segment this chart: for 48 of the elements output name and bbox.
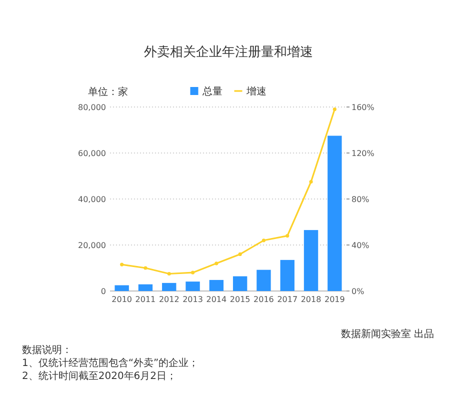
y-tick-label: 0 — [100, 286, 106, 296]
x-tick-label: 2017 — [277, 295, 298, 304]
text: 2、统计时间截至2020年6月2日； — [22, 370, 177, 382]
point — [262, 238, 266, 242]
point — [144, 266, 148, 270]
x-tick-label: 2012 — [158, 295, 180, 304]
x-tick-label: 2013 — [182, 295, 203, 304]
x-tick-label: 2011 — [135, 295, 156, 304]
point — [167, 272, 171, 276]
text: 数据说明： — [22, 344, 72, 356]
y2-tick-label: 0% — [352, 286, 365, 296]
bar — [256, 270, 271, 291]
legend-label: 总量 — [201, 86, 222, 98]
text: 数据新闻实验室 出品 — [340, 328, 434, 340]
legend-label: 增速 — [245, 86, 266, 98]
bar — [162, 282, 176, 291]
y2-tick-label: 80% — [352, 194, 370, 204]
chart-title: 外卖相关企业年注册量和增速 — [144, 45, 313, 60]
bar — [138, 284, 153, 291]
x-tick-label: 2014 — [206, 295, 227, 304]
point — [238, 252, 242, 256]
bar — [186, 282, 200, 291]
point — [214, 262, 218, 266]
y2-tick-label: 40% — [352, 240, 370, 250]
bar — [304, 230, 318, 291]
point — [120, 262, 124, 266]
text: 1、仅统计经营范围包含“外卖”的企业； — [22, 357, 199, 369]
y-axis-title: 单位：家 — [88, 86, 128, 98]
bar — [209, 280, 224, 291]
x-tick-label: 2019 — [324, 295, 345, 304]
x-tick-label: 2010 — [112, 295, 132, 304]
y2-tick-label: 120% — [352, 148, 375, 158]
bar — [114, 285, 129, 291]
y-tick-label: 60,000 — [78, 148, 106, 158]
x-tick-label: 2016 — [254, 295, 274, 304]
bar — [232, 276, 248, 291]
bar — [280, 260, 294, 291]
y-tick-label: 20,000 — [78, 240, 106, 250]
point — [190, 270, 195, 274]
y-tick-label: 80,000 — [78, 102, 106, 112]
y2-tick-label: 160% — [352, 102, 375, 112]
point — [332, 108, 336, 112]
y-tick-label: 40,000 — [78, 194, 106, 204]
point — [309, 180, 313, 184]
bar — [328, 136, 342, 291]
x-tick-label: 2018 — [300, 295, 322, 304]
x-tick-label: 2015 — [230, 295, 250, 304]
point — [286, 234, 290, 238]
